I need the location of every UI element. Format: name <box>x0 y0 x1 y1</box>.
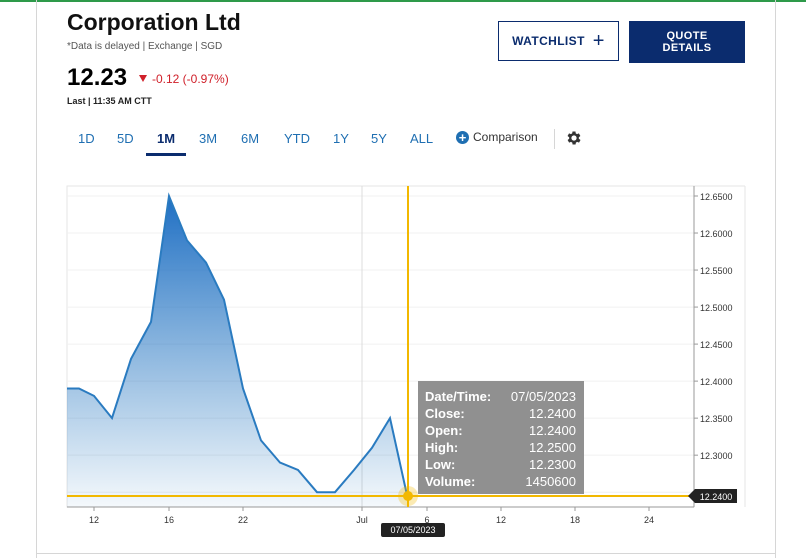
plus-icon: + <box>592 30 605 52</box>
tooltip-label: High: <box>425 440 458 455</box>
data-tooltip: Date/Time: 07/05/2023 Close: 12.2400 Open: 12… <box>418 381 584 494</box>
y-tick-label: 12.5000 <box>700 303 733 313</box>
watchlist-label: WATCHLIST <box>512 34 585 48</box>
crosshair-price-bg <box>688 489 737 503</box>
x-tick-label: 12 <box>89 515 99 525</box>
range-5y[interactable]: 5Y <box>371 131 387 146</box>
frame-border-bottom <box>36 553 776 554</box>
quote-details-button[interactable]: QUOTE DETAILS <box>629 21 745 63</box>
crosshair-date-bg <box>381 523 445 537</box>
tooltip-label: Low: <box>425 457 455 472</box>
y-tick-label: 12.5500 <box>700 266 733 276</box>
crosshair-date-label: 07/05/2023 <box>390 525 435 535</box>
price-area-fill <box>67 196 408 507</box>
comparison-label: Comparison <box>473 130 538 144</box>
gear-icon[interactable] <box>565 129 583 147</box>
y-tick-label: 12.3500 <box>700 414 733 424</box>
y-tick-label: 12.4500 <box>700 340 733 350</box>
tooltip-value: 1450600 <box>525 474 576 489</box>
crosshair-price-label: 12.2400 <box>700 492 733 502</box>
top-accent-line <box>0 0 806 2</box>
frame-border-left <box>36 0 37 558</box>
down-arrow-icon <box>139 75 147 82</box>
price-change: -0.12 (-0.97%) <box>139 72 229 86</box>
price-change-text: -0.12 (-0.97%) <box>152 72 229 86</box>
x-tick-label: 24 <box>644 515 654 525</box>
range-3m[interactable]: 3M <box>199 131 218 146</box>
x-tick-label: 16 <box>164 515 174 525</box>
page-title: Corporation Ltd <box>67 9 241 35</box>
toolbar-divider <box>554 129 555 149</box>
tooltip-value: 12.2400 <box>529 423 576 438</box>
tooltip-label: Volume: <box>425 474 475 489</box>
x-tick-label: 22 <box>238 515 248 525</box>
tooltip-label: Date/Time: <box>425 389 491 404</box>
add-circle-icon: + <box>456 130 469 144</box>
tooltip-label: Open: <box>425 423 463 438</box>
range-all[interactable]: ALL <box>410 131 434 146</box>
y-tick-label: 12.6500 <box>700 192 733 202</box>
tooltip-value: 12.2400 <box>529 406 576 421</box>
range-1y[interactable]: 1Y <box>333 131 349 146</box>
y-tick-label: 12.4000 <box>700 377 733 387</box>
x-tick-label: 18 <box>570 515 580 525</box>
tooltip-bg <box>418 381 584 494</box>
x-tick-label: 12 <box>496 515 506 525</box>
watchlist-button[interactable]: WATCHLIST + <box>498 21 619 61</box>
range-1d[interactable]: 1D <box>78 131 95 146</box>
range-6m[interactable]: 6M <box>241 131 260 146</box>
x-tick-label: 6 <box>424 515 429 525</box>
tooltip-value: 07/05/2023 <box>511 389 576 404</box>
comparison-button[interactable]: + Comparison <box>456 130 538 144</box>
y-tick-label: 12.6000 <box>700 229 733 239</box>
crosshair-point <box>403 491 413 501</box>
tooltip-value: 12.2300 <box>529 457 576 472</box>
range-1m[interactable]: 1M <box>157 131 176 146</box>
quote-details-label: QUOTE DETAILS <box>662 30 712 54</box>
last-price: 12.23 <box>67 64 128 91</box>
frame-border-right <box>775 0 776 558</box>
tooltip-label: Close: <box>425 406 465 421</box>
range-5d[interactable]: 5D <box>117 131 134 146</box>
y-tick-label: 12.3000 <box>700 451 733 461</box>
x-tick-label: Jul <box>356 515 368 525</box>
last-updated: Last | 11:35 AM CTT <box>67 96 152 106</box>
tooltip-value: 12.2500 <box>529 440 576 455</box>
price-line <box>67 192 409 500</box>
data-delay-note: *Data is delayed | Exchange | SGD <box>67 41 223 52</box>
range-ytd[interactable]: YTD <box>284 131 310 146</box>
active-range-indicator <box>146 153 186 156</box>
